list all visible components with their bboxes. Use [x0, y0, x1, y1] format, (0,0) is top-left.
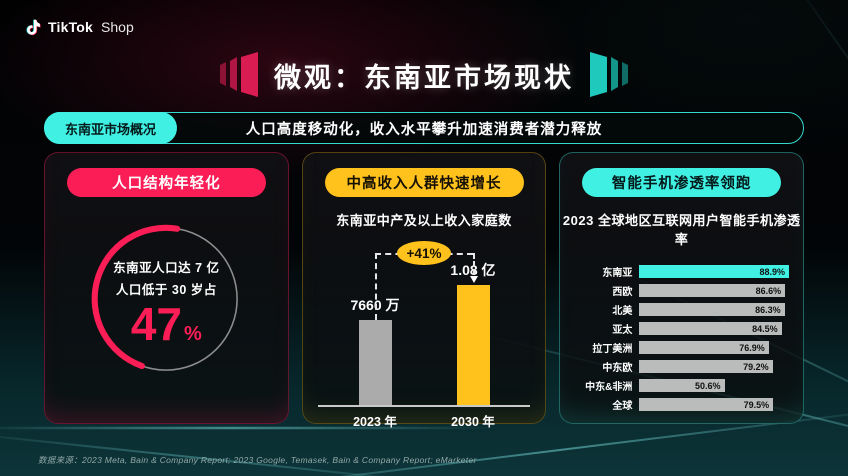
- growth-badge: +41%: [397, 241, 451, 265]
- region-value-label: 79.5%: [743, 399, 770, 410]
- page-title: 微观：东南亚市场现状: [274, 62, 574, 93]
- brand-name: TikTok: [48, 19, 94, 35]
- region-bar: 50.6%: [639, 379, 725, 392]
- panel-population-badge: 人口结构年轻化: [66, 168, 266, 197]
- bar-category-label: 2023 年: [353, 415, 397, 429]
- panel-income: 中高收入人群快速增长 东南亚中产及以上收入家庭数 7660 万 1.08 亿 +41…: [301, 152, 547, 429]
- region-bar-track: 86.6%: [639, 284, 789, 297]
- region-bar: 86.6%: [639, 284, 786, 297]
- region-row: 东南亚 88.9%: [570, 262, 790, 281]
- panels-row: 人口结构年轻化 东南亚人口达 7 亿 人口低于 30 岁占 47% 中高收入人群…: [44, 152, 805, 429]
- donut-ring: [92, 224, 239, 371]
- donut-value-number: 47: [130, 298, 183, 351]
- region-bar: 86.3%: [639, 303, 785, 316]
- region-label: 西欧: [612, 287, 633, 298]
- arrow-down-icon: [470, 276, 478, 283]
- population-donut-chart: 东南亚人口达 7 亿 人口低于 30 岁占 47%: [86, 219, 246, 379]
- donut-value-unit: %: [184, 323, 202, 346]
- overview-headline: 人口高度移动化，收入水平攀升加速消费者潜力释放: [245, 121, 603, 138]
- region-row: 中东&非洲 50.6%: [570, 376, 789, 395]
- region-bar-track: 79.2%: [639, 360, 789, 373]
- region-bar-track: 79.5%: [639, 398, 789, 411]
- panel-population: 人口结构年轻化 东南亚人口达 7 亿 人口低于 30 岁占 47%: [44, 152, 289, 424]
- region-row: 拉丁美洲 76.9%: [570, 338, 789, 357]
- panel-smartphone: 智能手机渗透率领跑 2023 全球地区互联网用户智能手机渗透率 东南亚 88.9%…: [559, 152, 805, 424]
- region-value-label: 88.9%: [759, 266, 786, 277]
- bar-2023 年: [358, 320, 392, 405]
- region-bar: 79.2%: [639, 360, 773, 373]
- dashed-connector-right: [473, 253, 475, 275]
- region-label: 东南亚: [602, 268, 633, 279]
- region-value-label: 84.5%: [752, 323, 778, 334]
- income-bar-chart: 7660 万 1.08 亿 +41% 2023 年 2030 年: [318, 237, 530, 433]
- donut-value: 47%: [131, 301, 202, 347]
- data-source-note: 数据来源：2023 Meta, Bain & Company Report; 2…: [38, 455, 477, 465]
- region-row: 亚太 84.5%: [570, 319, 789, 338]
- overview-bar: 东南亚市场概况 人口高度移动化，收入水平攀升加速消费者潜力释放: [44, 112, 804, 144]
- region-label: 亚太: [612, 325, 633, 336]
- region-bar: 84.5%: [639, 322, 782, 335]
- bar-2030 年: [456, 285, 490, 405]
- region-label: 中东&非洲: [585, 382, 633, 393]
- region-bar: 76.9%: [639, 341, 769, 354]
- region-row: 中东欧 79.2%: [570, 357, 789, 376]
- region-row: 全球 79.5%: [570, 395, 789, 414]
- dashed-connector-left: [375, 253, 377, 320]
- title-decoration-left-icon: [220, 52, 258, 97]
- bar-value-label: 7660 万: [350, 297, 400, 313]
- region-bar-track: 86.3%: [639, 303, 789, 316]
- overview-tag: 东南亚市场概况: [44, 112, 178, 144]
- region-bar-track: 50.6%: [639, 379, 789, 392]
- bar-category-label: 2030 年: [451, 415, 495, 429]
- region-value-label: 86.3%: [755, 304, 781, 315]
- brand-suffix: Shop: [101, 19, 134, 35]
- region-bar-track: 76.9%: [639, 341, 789, 354]
- donut-arc: [92, 224, 181, 369]
- donut-center-text: 东南亚人口达 7 亿 人口低于 30 岁占 47%: [86, 219, 246, 379]
- tiktok-shop-logo: TikTok Shop: [26, 18, 134, 36]
- donut-caption-line2: 人口低于 30 岁占: [115, 283, 217, 298]
- smartphone-chart-subtitle: 2023 全球地区互联网用户智能手机渗透率: [562, 213, 801, 247]
- panel-income-badge: 中高收入人群快速增长: [324, 168, 524, 197]
- region-bar: 88.9%: [639, 265, 790, 278]
- panel-smartphone-badge: 智能手机渗透率领跑: [582, 168, 782, 197]
- region-value-label: 79.2%: [743, 361, 769, 372]
- income-plot-area: 7660 万 1.08 亿 +41%: [318, 237, 530, 407]
- region-label: 拉丁美洲: [592, 344, 633, 355]
- region-row: 西欧 86.6%: [570, 281, 789, 300]
- region-bar-track: 88.9%: [639, 265, 790, 278]
- donut-caption-line1: 东南亚人口达 7 亿: [113, 261, 220, 276]
- region-value-label: 50.6%: [694, 380, 721, 391]
- income-chart-subtitle: 东南亚中产及以上收入家庭数: [336, 213, 512, 228]
- region-value-label: 76.9%: [739, 342, 765, 353]
- tiktok-note-icon: [26, 19, 41, 36]
- region-bar: 79.5%: [639, 398, 774, 411]
- region-value-label: 86.6%: [755, 285, 782, 296]
- region-label: 北美: [612, 306, 633, 317]
- smartphone-hbar-chart: 东南亚 88.9% 西欧 86.6% 北美 86.3% 亚太 84.5% 拉丁美洲 76.9% 中东…: [570, 262, 790, 414]
- region-bar-track: 84.5%: [639, 322, 789, 335]
- region-row: 北美 86.3%: [570, 300, 789, 319]
- bar-value-label: 1.08 亿: [450, 262, 496, 278]
- title-decoration-right-icon: [590, 52, 628, 97]
- region-label: 中东欧: [602, 363, 633, 374]
- region-label: 全球: [612, 401, 633, 412]
- title-row: 微观：东南亚市场现状: [0, 52, 848, 98]
